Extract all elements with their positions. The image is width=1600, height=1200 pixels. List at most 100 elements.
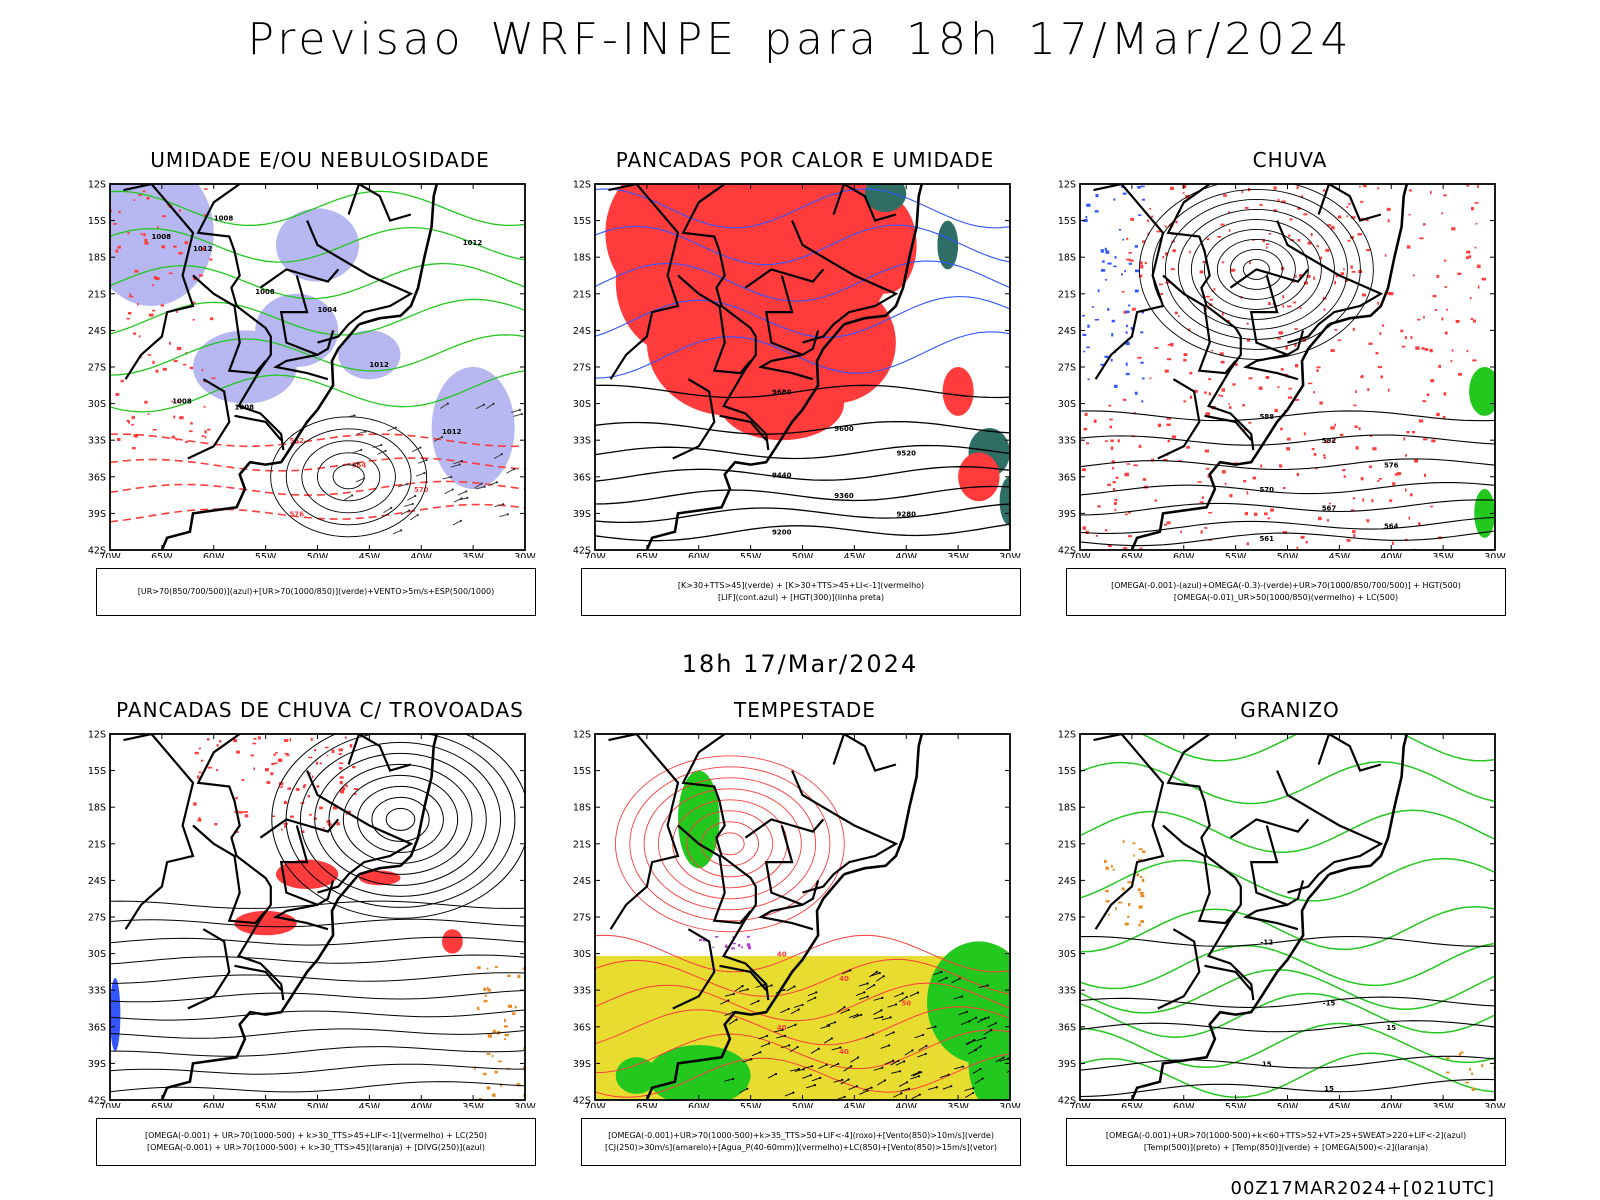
contour-line (700, 821, 759, 867)
wind-vector-head (965, 1010, 969, 1013)
wind-vector (840, 1079, 849, 1085)
border-line (791, 220, 899, 344)
coastline (645, 323, 845, 550)
wind-vector-head (850, 1065, 853, 1068)
border-line (757, 353, 814, 381)
rain-red-south-pixel (1442, 415, 1446, 419)
rain-red-south-pixel (1270, 508, 1274, 512)
rain-red-pixel (1438, 364, 1441, 368)
red-cells-pixel (117, 245, 121, 249)
rain-red-pixel (1303, 213, 1308, 216)
rain-red-pixel (1295, 275, 1297, 279)
rain-red-pixel (1149, 208, 1152, 210)
red-cells-pixel (169, 341, 172, 345)
storm-red-pixel (197, 818, 202, 822)
contour-line (301, 440, 396, 514)
rain-red-pixel (1252, 239, 1255, 241)
lat-label: 30S (1058, 399, 1076, 410)
red-cells-pixel (185, 441, 188, 444)
rain-blue-pixel (1107, 262, 1112, 265)
wind-vector-head (866, 995, 869, 998)
wind-vector-head (843, 1095, 846, 1098)
legend-box: [OMEGA(-0.001) + UR>70(1000-500) + k>30_… (96, 1118, 536, 1166)
wind-vector (751, 1051, 761, 1057)
wind-vector (352, 449, 362, 454)
rain-red-pixel (1327, 224, 1332, 227)
contour-line (1080, 905, 1495, 953)
lat-label: 15S (88, 216, 106, 227)
lat-label: 42S (88, 1096, 106, 1107)
rain-red-pixel (1313, 276, 1316, 280)
rain-red-pixel (1147, 219, 1149, 223)
wind-vector (881, 1016, 891, 1021)
rain-red-pixel (1244, 207, 1249, 209)
rain-red-south-pixel (1207, 474, 1210, 478)
red-cells-pixel (171, 400, 174, 403)
wind-vector (855, 991, 865, 997)
rain-red-south-pixel (1123, 547, 1128, 550)
pressure-labels: 1008 1008 1012 1012 1004 1008 1008 1008 1012 1012 (152, 215, 483, 437)
rain-red-pixel (1387, 292, 1390, 295)
border-line (1249, 825, 1305, 907)
wind-vector-head (857, 1056, 860, 1059)
panel-title: PANCADAS DE CHUVA C/ TROVOADAS (116, 698, 524, 722)
border-line (1157, 928, 1201, 1010)
rain-red-south-pixel (1151, 458, 1154, 462)
rain-red-south-pixel (1166, 521, 1171, 525)
rain-red-south-pixel (1204, 527, 1208, 529)
red-cells-pixel (113, 223, 117, 225)
omega-orange-pixel (1141, 878, 1145, 883)
lon-label: 30W (1484, 552, 1506, 558)
omega-orange-pixel (1122, 839, 1125, 843)
wind-vector (418, 459, 427, 464)
wind-vector (734, 985, 743, 992)
rain-red-south-pixel (1264, 512, 1268, 516)
wind-vector (910, 1071, 920, 1077)
contour-label: 582 (1322, 437, 1337, 445)
wind-vector-head (419, 446, 422, 449)
legend-line: [OMEGA(-0.001) + UR>70(1000-500) + k>30_… (146, 1143, 486, 1152)
wind-vector (890, 1060, 899, 1066)
wind-vector-head (520, 412, 524, 416)
rain-red-pixel (1380, 375, 1384, 379)
red-cells-pixel (143, 233, 146, 237)
rain-red-pixel (1295, 399, 1300, 401)
wind-vector (926, 1026, 936, 1030)
red-cells-pixel (131, 415, 135, 420)
wind-vector-head (875, 970, 878, 974)
lon-label: 40W (1381, 552, 1403, 558)
rain-red-pixel (1404, 336, 1407, 340)
lon-label: 60W (203, 1102, 225, 1108)
rain-red-south-pixel (1113, 488, 1116, 492)
lat-label: 18S (88, 803, 106, 814)
rain-red-south-pixel (1097, 505, 1101, 508)
storm-red-pixel (250, 754, 254, 757)
rain-red-pixel (1287, 305, 1292, 308)
rain-red-pixel (1241, 190, 1244, 194)
wind-vector-head (815, 991, 818, 994)
rain-green-area (1469, 367, 1495, 416)
rain-red-south-pixel (1124, 513, 1128, 516)
rain-blue-pixel (1104, 355, 1109, 359)
wind-vector (833, 1079, 843, 1083)
rain-red-south-pixel (1392, 541, 1394, 546)
rain-red-pixel (1322, 189, 1326, 192)
rain-red-south-pixel (1221, 470, 1226, 474)
border-line (1204, 964, 1253, 991)
lat-label: 15S (573, 216, 591, 227)
red-cells-pixel (152, 428, 157, 431)
wind-vector-head (847, 1008, 850, 1012)
wind-vector (873, 1016, 883, 1020)
rain-red-pixel (1204, 391, 1207, 394)
storm-red-pixel (324, 746, 329, 749)
rain-red-south-pixel (1389, 499, 1393, 502)
contour-line (110, 334, 525, 376)
streamlines-high (271, 734, 525, 919)
red-cells-pixel (183, 363, 187, 366)
contour-line (1216, 238, 1296, 300)
wind-vector (407, 495, 416, 501)
lat-label: 24S (573, 326, 591, 337)
rain-red-south-pixel (1248, 421, 1252, 424)
rain-red-pixel (1388, 292, 1394, 296)
red-cells-pixel (134, 269, 139, 273)
